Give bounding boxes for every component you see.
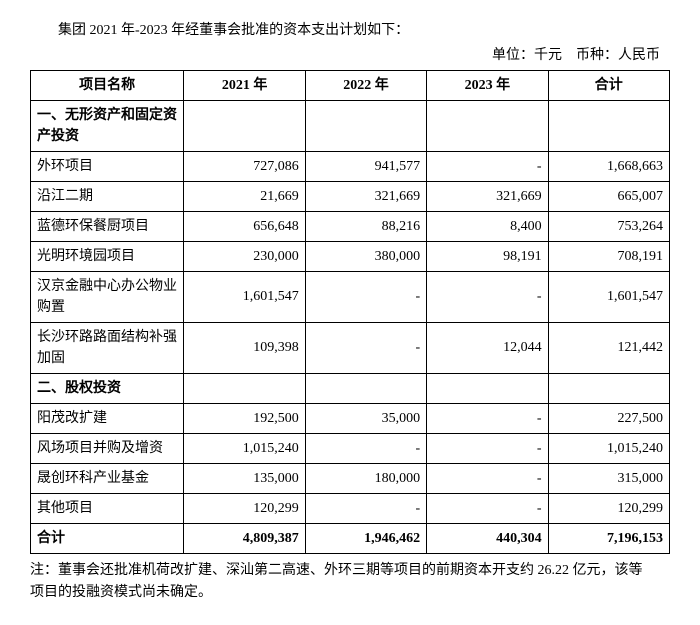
cell-total: 708,191 <box>548 241 669 271</box>
cell-total: 7,196,153 <box>548 523 669 553</box>
cell-y2022: 321,669 <box>305 181 426 211</box>
table-row: 汉京金融中心办公物业购置1,601,547--1,601,547 <box>31 271 670 322</box>
header-total: 合计 <box>548 70 669 100</box>
cell-y2023: 8,400 <box>427 211 548 241</box>
row-name: 其他项目 <box>31 493 184 523</box>
cell-y2021: 21,669 <box>184 181 305 211</box>
cell-y2021: 120,299 <box>184 493 305 523</box>
cell-y2021: 1,015,240 <box>184 433 305 463</box>
cell-y2021: 230,000 <box>184 241 305 271</box>
footnote-line-1: 注：董事会还批准机荷改扩建、深汕第二高速、外环三期等项目的前期资本开支约 26.… <box>30 560 670 582</box>
table-header-row: 项目名称 2021 年 2022 年 2023 年 合计 <box>31 70 670 100</box>
cell-y2023: 98,191 <box>427 241 548 271</box>
cell-y2021: 192,500 <box>184 403 305 433</box>
empty-cell <box>184 373 305 403</box>
row-name: 阳茂改扩建 <box>31 403 184 433</box>
unit-currency-line: 单位：千元 币种：人民币 <box>30 46 670 66</box>
row-name: 晟创环科产业基金 <box>31 463 184 493</box>
row-name: 汉京金融中心办公物业购置 <box>31 271 184 322</box>
table-row: 合计4,809,3871,946,462440,3047,196,153 <box>31 523 670 553</box>
row-name: 沿江二期 <box>31 181 184 211</box>
cell-y2021: 656,648 <box>184 211 305 241</box>
cell-y2023: - <box>427 463 548 493</box>
cell-y2023: - <box>427 403 548 433</box>
row-name: 长沙环路路面结构补强加固 <box>31 322 184 373</box>
cell-y2023: 440,304 <box>427 523 548 553</box>
empty-cell <box>427 100 548 151</box>
cell-total: 665,007 <box>548 181 669 211</box>
row-name: 外环项目 <box>31 151 184 181</box>
cell-total: 120,299 <box>548 493 669 523</box>
cell-total: 227,500 <box>548 403 669 433</box>
header-2023: 2023 年 <box>427 70 548 100</box>
cell-y2022: 1,946,462 <box>305 523 426 553</box>
section-1-label: 一、无形资产和固定资产投资 <box>31 100 184 151</box>
section-1: 一、无形资产和固定资产投资 <box>31 100 670 151</box>
table-row: 长沙环路路面结构补强加固109,398-12,044121,442 <box>31 322 670 373</box>
table-row: 晟创环科产业基金135,000180,000-315,000 <box>31 463 670 493</box>
header-2022: 2022 年 <box>305 70 426 100</box>
cell-total: 121,442 <box>548 322 669 373</box>
section-2: 二、股权投资 <box>31 373 670 403</box>
empty-cell <box>548 373 669 403</box>
cell-y2022: 941,577 <box>305 151 426 181</box>
table-row: 风场项目并购及增资1,015,240--1,015,240 <box>31 433 670 463</box>
row-name: 合计 <box>31 523 184 553</box>
table-row: 阳茂改扩建192,50035,000-227,500 <box>31 403 670 433</box>
table-row: 外环项目727,086941,577-1,668,663 <box>31 151 670 181</box>
cell-y2023: 12,044 <box>427 322 548 373</box>
empty-cell <box>548 100 669 151</box>
cell-total: 315,000 <box>548 463 669 493</box>
row-name: 光明环境园项目 <box>31 241 184 271</box>
row-name: 蓝德环保餐厨项目 <box>31 211 184 241</box>
cell-y2022: - <box>305 271 426 322</box>
capex-table: 项目名称 2021 年 2022 年 2023 年 合计 一、无形资产和固定资产… <box>30 70 670 554</box>
cell-y2023: - <box>427 151 548 181</box>
empty-cell <box>184 100 305 151</box>
table-row: 其他项目120,299--120,299 <box>31 493 670 523</box>
cell-total: 753,264 <box>548 211 669 241</box>
cell-y2021: 135,000 <box>184 463 305 493</box>
cell-total: 1,668,663 <box>548 151 669 181</box>
table-row: 蓝德环保餐厨项目656,64888,2168,400753,264 <box>31 211 670 241</box>
cell-y2022: - <box>305 322 426 373</box>
header-2021: 2021 年 <box>184 70 305 100</box>
cell-total: 1,601,547 <box>548 271 669 322</box>
footnote: 注：董事会还批准机荷改扩建、深汕第二高速、外环三期等项目的前期资本开支约 26.… <box>30 560 670 605</box>
cell-y2021: 109,398 <box>184 322 305 373</box>
cell-y2022: 35,000 <box>305 403 426 433</box>
section-2-label: 二、股权投资 <box>31 373 184 403</box>
cell-y2022: 88,216 <box>305 211 426 241</box>
empty-cell <box>305 373 426 403</box>
cell-y2022: - <box>305 433 426 463</box>
cell-y2022: 180,000 <box>305 463 426 493</box>
cell-y2021: 4,809,387 <box>184 523 305 553</box>
cell-y2023: - <box>427 433 548 463</box>
cell-y2021: 727,086 <box>184 151 305 181</box>
footnote-line-2: 项目的投融资模式尚未确定。 <box>30 582 670 604</box>
cell-y2022: - <box>305 493 426 523</box>
table-row: 沿江二期21,669321,669321,669665,007 <box>31 181 670 211</box>
cell-y2023: 321,669 <box>427 181 548 211</box>
cell-y2023: - <box>427 493 548 523</box>
cell-y2022: 380,000 <box>305 241 426 271</box>
table-row: 光明环境园项目230,000380,00098,191708,191 <box>31 241 670 271</box>
empty-cell <box>427 373 548 403</box>
cell-y2023: - <box>427 271 548 322</box>
cell-y2021: 1,601,547 <box>184 271 305 322</box>
intro-text: 集团 2021 年-2023 年经董事会批准的资本支出计划如下： <box>30 20 670 42</box>
empty-cell <box>305 100 426 151</box>
header-name: 项目名称 <box>31 70 184 100</box>
cell-total: 1,015,240 <box>548 433 669 463</box>
row-name: 风场项目并购及增资 <box>31 433 184 463</box>
